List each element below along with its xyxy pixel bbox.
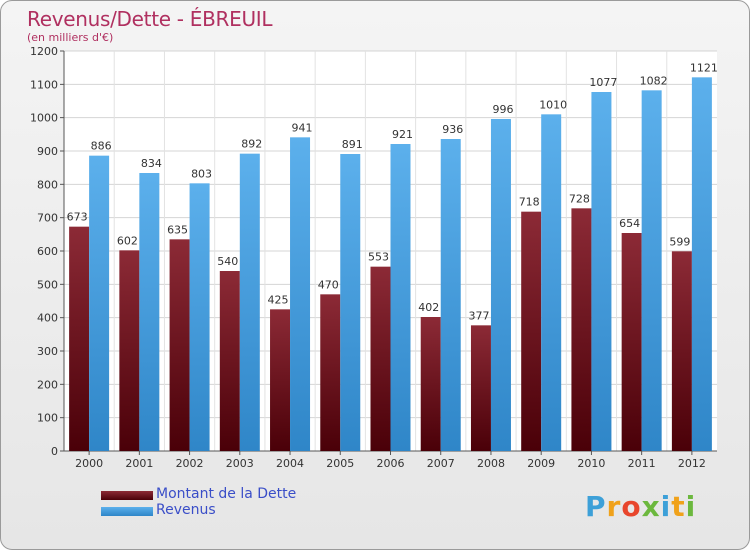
bar-debt xyxy=(119,250,140,451)
data-label-revenue: 891 xyxy=(342,138,363,151)
data-label-revenue: 1082 xyxy=(640,74,668,87)
x-tick-label: 2006 xyxy=(377,457,405,470)
y-tick-label: 200 xyxy=(37,378,58,391)
bar-revenue xyxy=(490,119,511,451)
x-tick-label: 2007 xyxy=(427,457,455,470)
bar-revenue xyxy=(390,144,411,451)
bar-debt xyxy=(270,309,291,451)
x-tick-label: 2004 xyxy=(276,457,304,470)
bar-revenue xyxy=(139,173,160,451)
y-tick-label: 1000 xyxy=(30,112,58,125)
data-label-revenue: 886 xyxy=(91,140,112,153)
y-tick-label: 700 xyxy=(37,212,58,225)
x-tick-label: 2003 xyxy=(226,457,254,470)
x-tick-label: 2011 xyxy=(628,457,656,470)
bar-revenue xyxy=(189,183,210,452)
logo-letter: x xyxy=(641,490,661,523)
legend-swatch-revenue xyxy=(101,507,153,516)
bar-revenue xyxy=(239,153,260,451)
data-label-debt: 402 xyxy=(418,301,439,314)
y-tick-label: 800 xyxy=(37,178,58,191)
y-tick-label: 0 xyxy=(51,445,58,458)
x-tick-label: 2005 xyxy=(326,457,354,470)
y-tick-label: 1200 xyxy=(30,45,58,58)
x-tick-label: 2012 xyxy=(678,457,706,470)
y-tick-label: 1100 xyxy=(30,78,58,91)
bar-debt xyxy=(420,317,441,451)
data-label-revenue: 941 xyxy=(292,121,313,134)
data-label-debt: 377 xyxy=(468,309,489,322)
bar-revenue xyxy=(340,154,361,451)
bar-debt xyxy=(169,239,190,451)
bar-revenue xyxy=(440,139,461,451)
data-label-revenue: 1077 xyxy=(589,76,617,89)
bar-debt xyxy=(521,211,542,451)
x-tick-label: 2002 xyxy=(176,457,204,470)
legend-swatch-debt xyxy=(101,491,153,500)
data-label-revenue: 892 xyxy=(241,138,262,151)
data-label-debt: 654 xyxy=(619,217,640,230)
bars xyxy=(69,77,712,452)
logo-letter: i xyxy=(685,490,697,523)
bar-debt xyxy=(470,325,491,451)
proxiti-logo: Proxiti xyxy=(585,490,696,523)
y-tick-label: 400 xyxy=(37,312,58,325)
data-label-debt: 540 xyxy=(217,255,238,268)
data-label-debt: 635 xyxy=(167,223,188,236)
y-tick-label: 600 xyxy=(37,245,58,258)
data-label-revenue: 921 xyxy=(392,128,413,141)
legend-label-revenue: Revenus xyxy=(156,502,216,518)
logo-letter: t xyxy=(671,490,686,523)
data-label-revenue: 803 xyxy=(191,167,212,180)
data-label-debt: 602 xyxy=(117,234,138,247)
logo-letter: P xyxy=(585,490,607,523)
x-tick-label: 2008 xyxy=(477,457,505,470)
logo-letter: r xyxy=(606,490,622,523)
data-label-revenue: 936 xyxy=(442,123,463,136)
logo-letter: o xyxy=(621,490,642,523)
bar-debt xyxy=(370,266,391,451)
y-tick-label: 500 xyxy=(37,278,58,291)
data-labels: 673 886 602 834 635 803 540 892 425 941 470 891 553 9… xyxy=(67,61,718,322)
x-tick-label: 2009 xyxy=(527,457,555,470)
data-label-revenue: 1121 xyxy=(690,61,718,74)
chart-subtitle: (en milliers d'€) xyxy=(27,31,114,44)
x-tick-label: 2010 xyxy=(577,457,605,470)
bar-debt xyxy=(671,251,692,451)
bar-debt xyxy=(69,226,90,451)
bar-debt xyxy=(621,233,642,451)
bar-debt xyxy=(320,294,341,451)
x-tick-label: 2001 xyxy=(125,457,153,470)
bar-revenue xyxy=(691,77,712,451)
data-label-revenue: 996 xyxy=(492,103,513,116)
y-tick-label: 300 xyxy=(37,345,58,358)
bar-revenue xyxy=(290,137,311,452)
data-label-debt: 673 xyxy=(67,211,88,224)
bar-debt xyxy=(571,208,592,451)
data-label-debt: 718 xyxy=(519,196,540,209)
logo-letter: i xyxy=(660,490,672,523)
x-tick-label: 2000 xyxy=(75,457,103,470)
data-label-debt: 470 xyxy=(318,278,339,291)
y-tick-label: 100 xyxy=(37,412,58,425)
chart-title: Revenus/Dette - ÉBREUIL xyxy=(27,7,273,31)
y-tick-label: 900 xyxy=(37,145,58,158)
bar-revenue xyxy=(89,155,110,451)
legend-label-debt: Montant de la Dette xyxy=(156,486,297,502)
bar-revenue xyxy=(591,92,612,451)
data-label-debt: 599 xyxy=(669,235,690,248)
axes: 0 100 200 300 400 500 600 700 800 900 1000 1100 1200… xyxy=(30,45,717,470)
data-label-debt: 728 xyxy=(569,192,590,205)
bar-revenue xyxy=(641,90,662,451)
bar-debt xyxy=(219,271,240,451)
data-label-revenue: 1010 xyxy=(539,98,567,111)
data-label-debt: 553 xyxy=(368,251,389,264)
data-label-debt: 425 xyxy=(268,293,289,306)
data-label-revenue: 834 xyxy=(141,157,162,170)
bar-revenue xyxy=(541,114,562,451)
